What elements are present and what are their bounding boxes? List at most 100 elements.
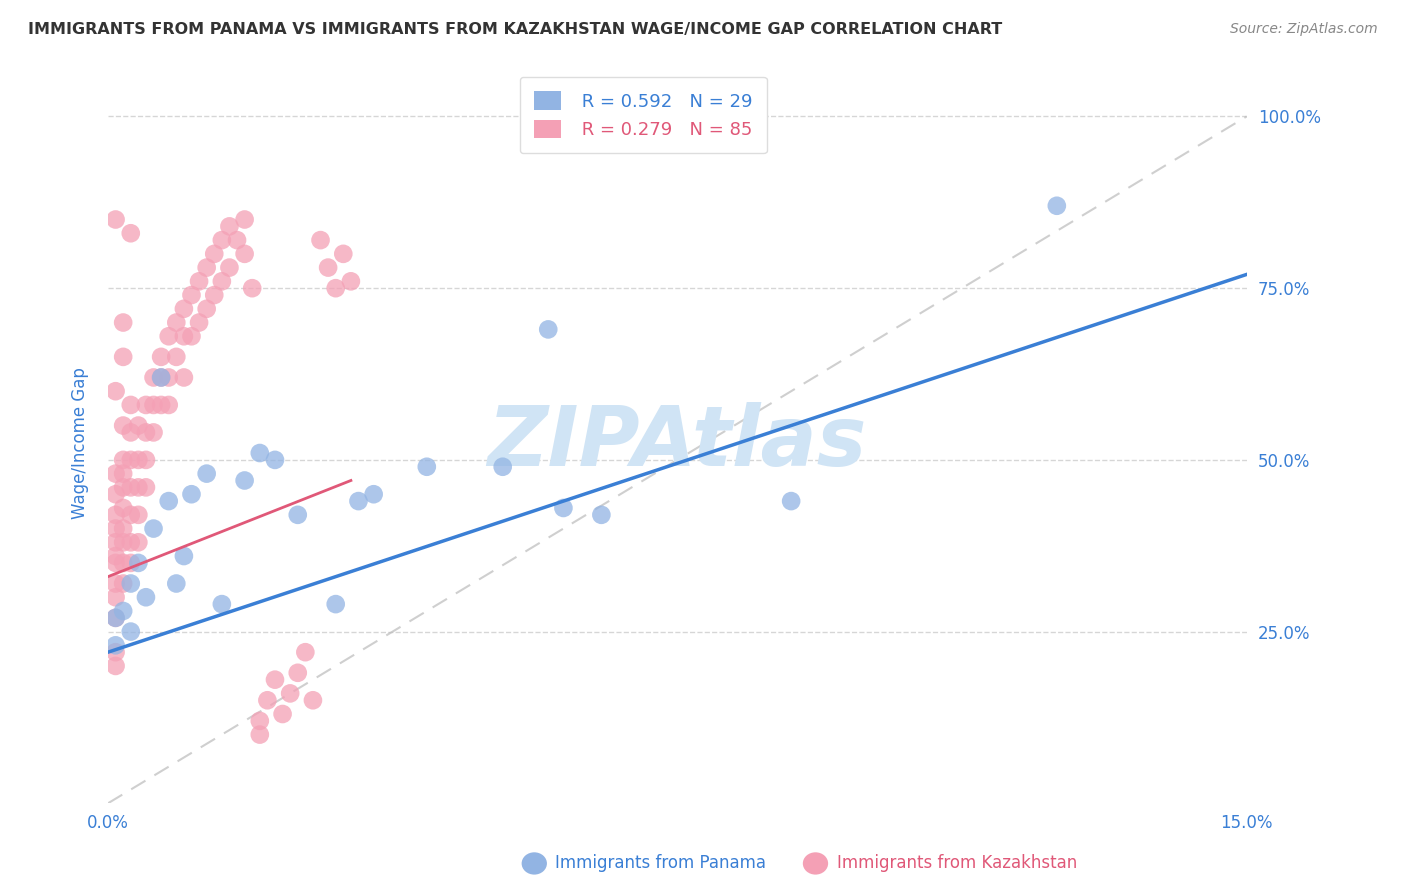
Point — [127, 535, 149, 549]
Point — [135, 453, 157, 467]
Point — [188, 316, 211, 330]
Point — [302, 693, 325, 707]
Point — [112, 576, 135, 591]
Point — [416, 459, 439, 474]
Point — [120, 556, 142, 570]
Point — [142, 522, 165, 536]
Point — [157, 370, 180, 384]
Point — [142, 398, 165, 412]
Point — [120, 398, 142, 412]
Point — [332, 247, 354, 261]
Text: Immigrants from Kazakhstan: Immigrants from Kazakhstan — [837, 855, 1077, 872]
Point — [127, 453, 149, 467]
Point — [120, 576, 142, 591]
Point — [112, 418, 135, 433]
Point — [104, 611, 127, 625]
Point — [195, 301, 218, 316]
Point — [233, 212, 256, 227]
Point — [287, 665, 309, 680]
Point — [287, 508, 309, 522]
Point — [104, 659, 127, 673]
Point — [233, 247, 256, 261]
Point — [104, 576, 127, 591]
Point — [325, 281, 347, 295]
Point — [173, 370, 195, 384]
Point — [240, 281, 263, 295]
Point — [104, 467, 127, 481]
Point — [135, 425, 157, 440]
Point — [104, 611, 127, 625]
Point — [271, 706, 294, 721]
Point — [127, 480, 149, 494]
Point — [316, 260, 339, 275]
Point — [537, 322, 560, 336]
Point — [218, 260, 240, 275]
Point — [127, 418, 149, 433]
Point — [135, 591, 157, 605]
Point — [256, 693, 278, 707]
Point — [157, 494, 180, 508]
Point — [104, 535, 127, 549]
Point — [104, 638, 127, 652]
Point — [211, 597, 233, 611]
Point — [309, 233, 332, 247]
Point — [112, 480, 135, 494]
Point — [112, 500, 135, 515]
Point — [150, 350, 173, 364]
Point — [112, 453, 135, 467]
Point — [492, 459, 515, 474]
Point — [150, 370, 173, 384]
Text: Source: ZipAtlas.com: Source: ZipAtlas.com — [1230, 22, 1378, 37]
Point — [157, 329, 180, 343]
Point — [1046, 199, 1069, 213]
Point — [202, 247, 225, 261]
Point — [233, 474, 256, 488]
Point — [104, 556, 127, 570]
Y-axis label: Wage/Income Gap: Wage/Income Gap — [72, 367, 89, 518]
Point — [142, 425, 165, 440]
Point — [363, 487, 385, 501]
Point — [104, 591, 127, 605]
Point — [104, 212, 127, 227]
Point — [591, 508, 613, 522]
Point — [104, 549, 127, 563]
Legend:  R = 0.592   N = 29,  R = 0.279   N = 85: R = 0.592 N = 29, R = 0.279 N = 85 — [520, 77, 766, 153]
Point — [150, 370, 173, 384]
Point — [325, 597, 347, 611]
Point — [112, 556, 135, 570]
Point — [188, 274, 211, 288]
Point — [264, 453, 287, 467]
Point — [218, 219, 240, 234]
Point — [180, 487, 202, 501]
Point — [104, 487, 127, 501]
Point — [202, 288, 225, 302]
Text: IMMIGRANTS FROM PANAMA VS IMMIGRANTS FROM KAZAKHSTAN WAGE/INCOME GAP CORRELATION: IMMIGRANTS FROM PANAMA VS IMMIGRANTS FRO… — [28, 22, 1002, 37]
Point — [780, 494, 803, 508]
Point — [180, 329, 202, 343]
Point — [165, 350, 187, 364]
Point — [120, 624, 142, 639]
Point — [104, 508, 127, 522]
Point — [104, 645, 127, 659]
Point — [120, 480, 142, 494]
Point — [211, 233, 233, 247]
Point — [120, 508, 142, 522]
Point — [142, 370, 165, 384]
Point — [226, 233, 249, 247]
Point — [120, 425, 142, 440]
Point — [195, 260, 218, 275]
Point — [249, 728, 271, 742]
Point — [173, 301, 195, 316]
Point — [112, 604, 135, 618]
Point — [165, 316, 187, 330]
Point — [112, 522, 135, 536]
Point — [120, 453, 142, 467]
Point — [173, 549, 195, 563]
Point — [278, 686, 301, 700]
Point — [135, 398, 157, 412]
Point — [120, 226, 142, 240]
Point — [180, 288, 202, 302]
Point — [112, 535, 135, 549]
Point — [195, 467, 218, 481]
Point — [150, 398, 173, 412]
